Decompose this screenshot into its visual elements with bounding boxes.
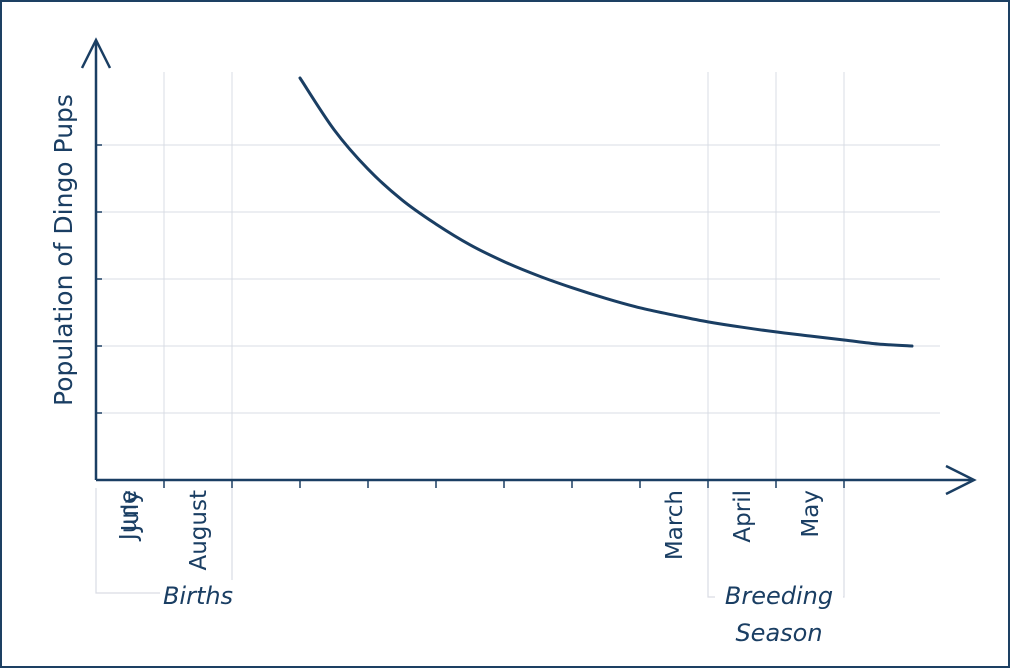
y-axis-label: Population of Dingo Pups [49,94,78,406]
annotation-breeding-line-2: Season [735,619,822,647]
x-tick-label-may: May [798,490,824,538]
grid-layer [96,72,940,480]
tick-layer [95,144,845,488]
x-tick-label-august: August [186,490,212,571]
axis-layer [80,37,977,496]
bracket-layer [95,488,845,612]
series-layer [298,76,914,348]
x-tick-label-march: March [662,490,688,560]
x-axis-arrow [945,464,977,496]
annotation-breeding-backing [715,582,843,612]
annotation-births-backing [160,580,244,610]
x-tick-label-july: July [118,490,144,533]
x-tick-label-june: June [116,490,142,542]
series-line-0 [298,76,914,348]
annotation-births: Births [163,582,233,610]
y-axis-arrow [80,37,112,69]
annotation-breeding-line-1: Breeding [725,582,833,610]
x-tick-label-april: April [730,490,756,543]
